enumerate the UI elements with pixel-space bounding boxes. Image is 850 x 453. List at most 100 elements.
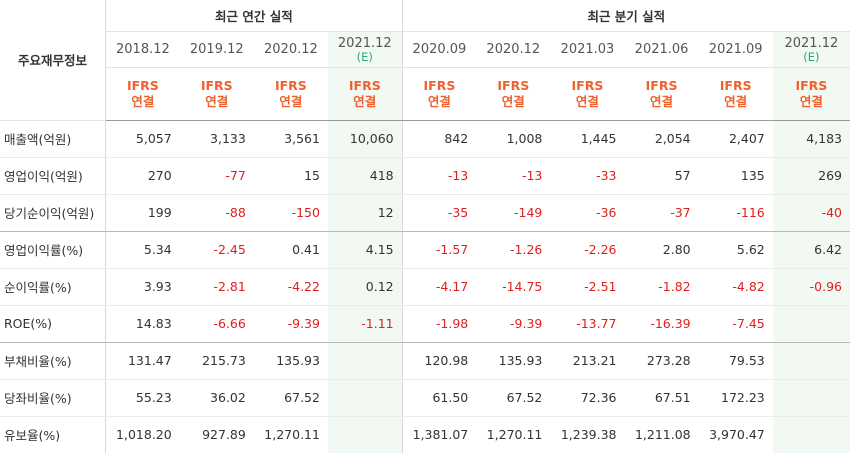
- ifrs-label: IFRS: [795, 77, 828, 93]
- value-cell: -149: [476, 194, 551, 232]
- consolidated-label: 연결: [650, 93, 674, 109]
- row-label: 영업이익(억원): [0, 157, 107, 195]
- value-cell: 79.53: [698, 342, 773, 380]
- value-cell: -116: [698, 194, 773, 232]
- ifrs-header: IFRS 연결: [401, 67, 477, 121]
- row-label: 당좌비율(%): [0, 379, 107, 417]
- value-cell: 1,381.07: [401, 416, 477, 453]
- consolidated-label: 연결: [799, 93, 823, 109]
- row-label: 부채비율(%): [0, 342, 107, 380]
- table-row: 당좌비율(%) 55.23 36.02 67.52 61.50 67.52 72.36 67.…: [0, 379, 850, 417]
- value-cell: 55.23: [105, 379, 180, 417]
- ifrs-header: IFRS 연결: [772, 67, 850, 121]
- period-header: 2021.12 (E): [772, 31, 850, 68]
- value-cell: -40: [772, 194, 850, 232]
- row-label: 순이익률(%): [0, 268, 107, 306]
- consolidated-label: 연결: [131, 93, 155, 109]
- value-cell: 15: [253, 157, 328, 195]
- period-label: 2021.12: [337, 35, 392, 51]
- value-cell: 2,407: [698, 120, 773, 158]
- period-header: 2021.09: [698, 31, 773, 68]
- value-cell: -1.57: [401, 231, 477, 269]
- consolidated-label: 연결: [575, 93, 599, 109]
- period-label: 2021.03: [560, 41, 615, 57]
- value-cell: 12: [327, 194, 403, 232]
- value-cell: -1.98: [401, 305, 477, 343]
- value-cell: 4.15: [327, 231, 403, 269]
- ifrs-header: IFRS 연결: [550, 67, 625, 121]
- value-cell: -2.81: [179, 268, 254, 306]
- value-cell: 72.36: [550, 379, 625, 417]
- value-cell: 61.50: [401, 379, 477, 417]
- period-header: 2021.03: [550, 31, 625, 68]
- period-label: 2019.12: [189, 41, 244, 57]
- value-cell: 5.62: [698, 231, 773, 269]
- value-cell: 67.51: [624, 379, 699, 417]
- period-label: 2018.12: [116, 41, 170, 57]
- ifrs-label: IFRS: [719, 77, 752, 93]
- period-header: 2019.12: [179, 31, 254, 68]
- value-cell: 6.42: [772, 231, 850, 269]
- value-cell: -1.26: [476, 231, 551, 269]
- period-header: 2020.12: [476, 31, 551, 68]
- period-label: 2020.12: [264, 41, 318, 57]
- value-cell: 2,054: [624, 120, 699, 158]
- value-cell: 120.98: [401, 342, 477, 380]
- value-cell: -9.39: [253, 305, 328, 343]
- value-cell: 10,060: [327, 120, 403, 158]
- value-cell: -2.51: [550, 268, 625, 306]
- value-cell: 1,211.08: [634, 427, 691, 442]
- value-cell: 842: [401, 120, 477, 158]
- value-cell: -13.77: [550, 305, 625, 343]
- value-cell: -2.45: [179, 231, 254, 269]
- value-cell: 1,270.11: [264, 427, 320, 442]
- corner-label: 주요재무정보: [0, 0, 107, 121]
- period-label: 2021.09: [708, 41, 763, 57]
- value-cell: [327, 379, 403, 417]
- period-label: 2021.06: [634, 41, 689, 57]
- value-cell: 131.47: [105, 342, 180, 380]
- ifrs-header: IFRS 연결: [253, 67, 328, 121]
- period-label: 2021.12: [784, 35, 839, 51]
- value-cell: 1,008: [476, 120, 551, 158]
- value-cell: -88: [179, 194, 254, 232]
- value-cell: -13: [401, 157, 477, 195]
- value-cell: 273.28: [624, 342, 699, 380]
- row-label: 당기순이익(억원): [0, 194, 107, 232]
- value-cell: -1.82: [624, 268, 699, 306]
- consolidated-label: 연결: [501, 93, 525, 109]
- value-cell: 0.12: [327, 268, 403, 306]
- value-cell: 1,270.11: [486, 427, 543, 442]
- value-cell: 36.02: [179, 379, 254, 417]
- consolidated-label: 연결: [427, 93, 451, 109]
- value-cell: [772, 305, 850, 343]
- value-cell: 1,239.38: [560, 427, 617, 442]
- row-label: 매출액(억원): [0, 120, 107, 158]
- value-cell: 135.93: [253, 342, 328, 380]
- value-cell: 3,561: [253, 120, 328, 158]
- ifrs-label: IFRS: [200, 77, 233, 93]
- ifrs-label: IFRS: [423, 77, 456, 93]
- period-header: 2021.06: [624, 31, 699, 68]
- ifrs-label: IFRS: [126, 77, 159, 93]
- value-cell: -36: [550, 194, 625, 232]
- value-cell: -150: [253, 194, 328, 232]
- value-cell: -2.26: [550, 231, 625, 269]
- value-cell: 4,183: [772, 120, 850, 158]
- ifrs-label: IFRS: [645, 77, 678, 93]
- ifrs-header: IFRS 연결: [105, 67, 180, 121]
- estimate-marker: (E): [356, 49, 373, 64]
- ifrs-label: IFRS: [571, 77, 604, 93]
- value-cell: [327, 342, 403, 380]
- value-cell: 0.41: [253, 231, 328, 269]
- ifrs-label: IFRS: [348, 77, 381, 93]
- ifrs-header: IFRS 연결: [624, 67, 699, 121]
- table-row: 당기순이익(억원) 199 -88 -150 12 -35 -149 -36 -37 -116 -4…: [0, 194, 850, 232]
- period-header: 2020.09: [401, 31, 477, 68]
- ifrs-header: IFRS 연결: [327, 67, 403, 121]
- period-label: 2020.12: [486, 41, 541, 57]
- value-cell: -13: [476, 157, 551, 195]
- consolidated-label: 연결: [279, 93, 303, 109]
- table-row: ROE(%) 14.83 -6.66 -9.39 -1.11 -1.98 -9.39 -13.…: [0, 305, 850, 343]
- value-cell: -7.45: [698, 305, 773, 343]
